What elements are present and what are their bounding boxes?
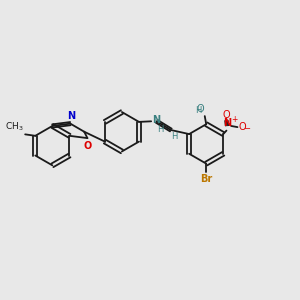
Text: O: O [197, 104, 205, 114]
Text: O: O [222, 110, 230, 120]
Text: H: H [157, 125, 163, 134]
Text: N: N [67, 111, 75, 121]
Text: CH$_3$: CH$_3$ [5, 121, 24, 133]
Text: N: N [223, 118, 231, 128]
Text: +: + [232, 115, 238, 124]
Text: O: O [238, 122, 246, 132]
Text: −: − [243, 124, 250, 133]
Text: H: H [195, 106, 202, 115]
Text: O: O [84, 141, 92, 151]
Text: H: H [171, 132, 178, 141]
Text: Br: Br [200, 174, 212, 184]
Text: N: N [152, 116, 160, 125]
